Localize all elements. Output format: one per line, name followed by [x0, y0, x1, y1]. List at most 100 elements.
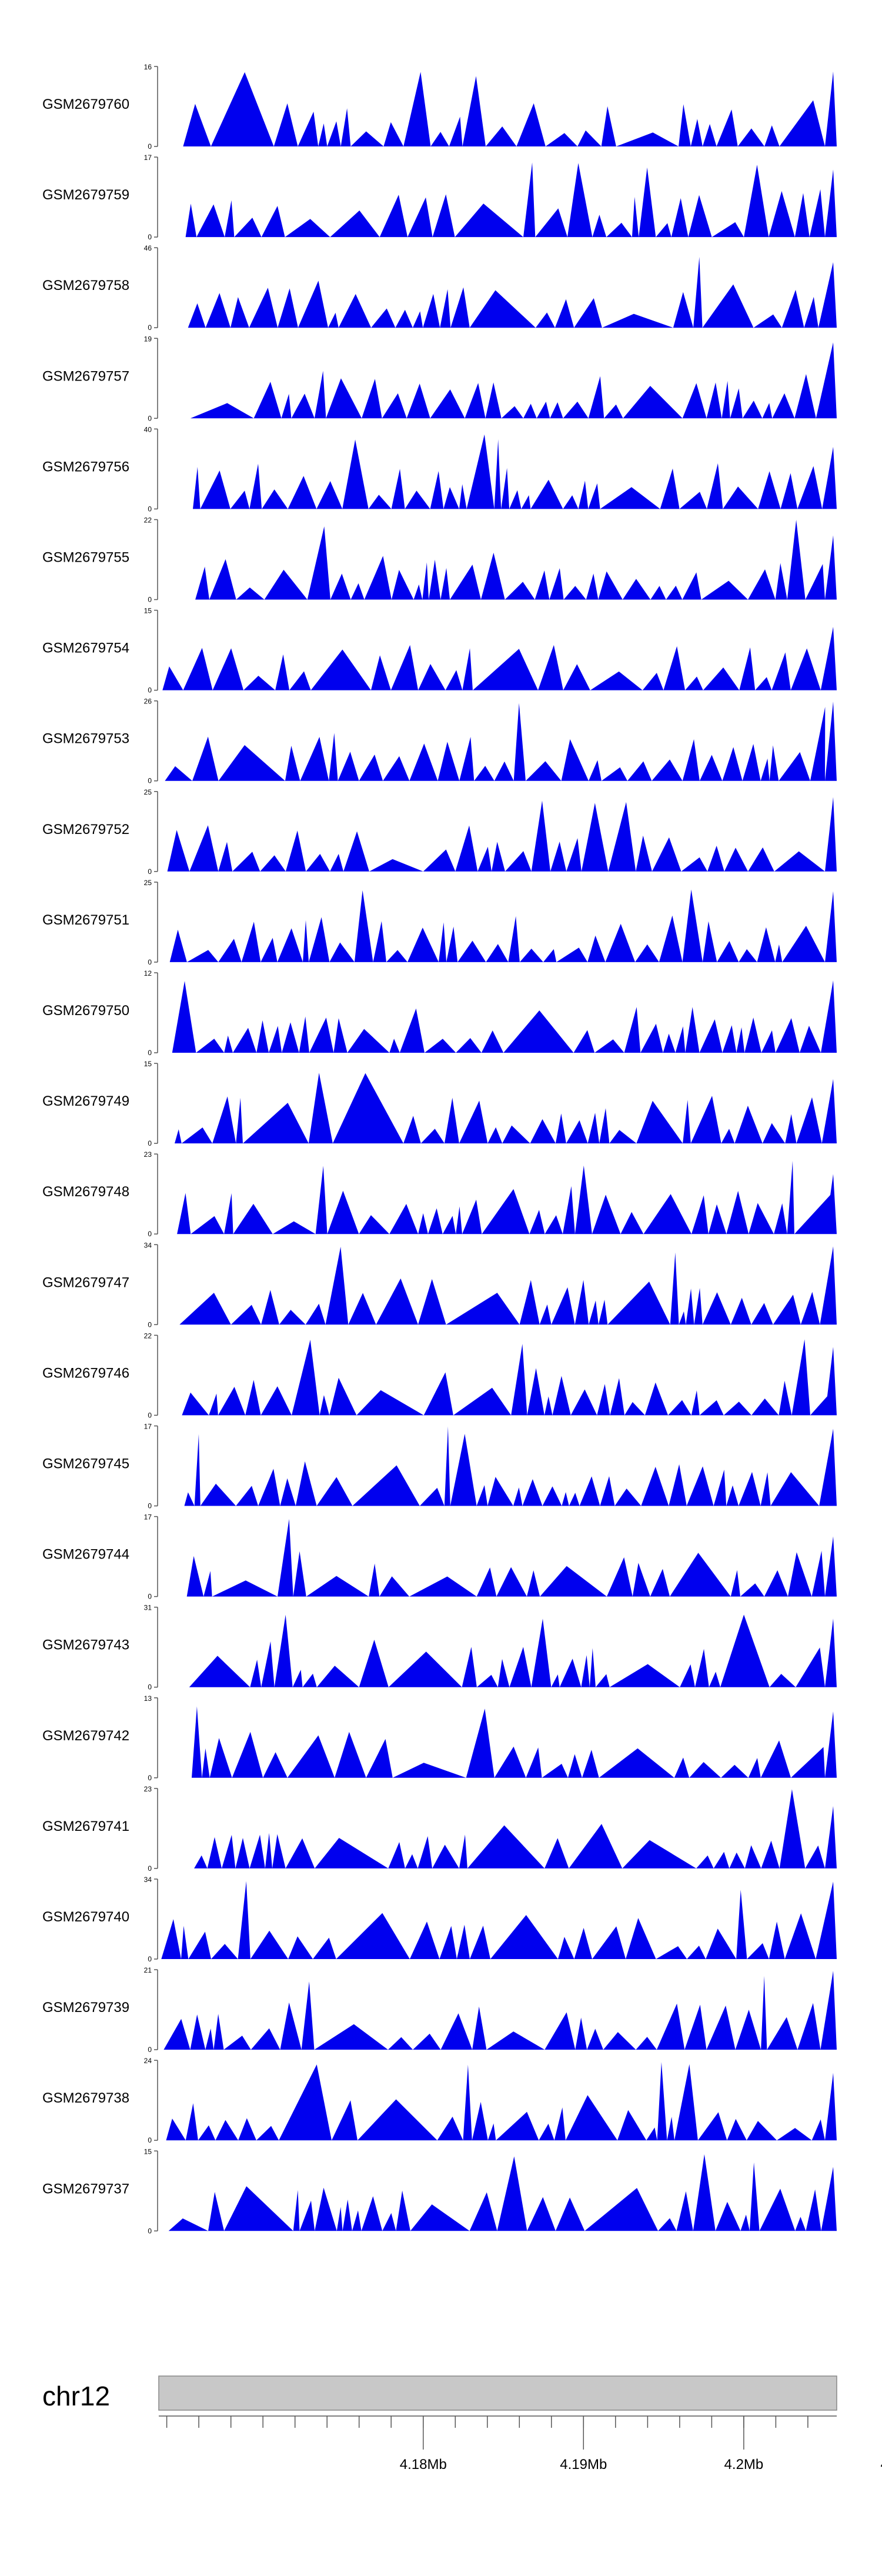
x-axis-label: 4.21Mb: [880, 2457, 882, 2472]
y-axis-min-label: 0: [148, 867, 152, 876]
y-axis-min-label: 0: [148, 142, 152, 151]
track-label-GSM2679742: GSM2679742: [42, 1728, 129, 1744]
track-label-GSM2679741: GSM2679741: [42, 1818, 129, 1834]
track-label-GSM2679752: GSM2679752: [42, 822, 129, 837]
track-label-GSM2679751: GSM2679751: [42, 912, 129, 928]
coverage-area-GSM2679750: [172, 980, 837, 1053]
y-axis-min-label: 0: [148, 1049, 152, 1057]
y-axis-max-label: 22: [144, 1332, 152, 1340]
y-axis-max-label: 12: [144, 969, 152, 977]
y-axis-max-label: 19: [144, 335, 152, 343]
y-axis-min-label: 0: [148, 777, 152, 785]
y-axis-max-label: 25: [144, 788, 152, 796]
track-label-GSM2679750: GSM2679750: [42, 1003, 129, 1019]
coverage-area-GSM2679739: [163, 1971, 837, 2050]
y-axis-min-label: 0: [148, 1230, 152, 1238]
coverage-area-GSM2679755: [195, 519, 837, 600]
y-axis-min-label: 0: [148, 1139, 152, 1147]
track-label-GSM2679754: GSM2679754: [42, 640, 129, 656]
y-axis-min-label: 0: [148, 1502, 152, 1510]
x-axis-label: 4.18Mb: [400, 2457, 447, 2472]
track-label-GSM2679756: GSM2679756: [42, 459, 129, 475]
coverage-area-GSM2679740: [161, 1881, 837, 1959]
y-axis-max-label: 24: [144, 2057, 152, 2065]
y-axis-max-label: 16: [144, 63, 152, 71]
coverage-area-GSM2679749: [175, 1073, 837, 1144]
coverage-area-GSM2679737: [168, 2154, 837, 2231]
y-axis-min-label: 0: [148, 323, 152, 332]
coverage-area-GSM2679741: [194, 1789, 837, 1868]
track-label-GSM2679759: GSM2679759: [42, 187, 129, 203]
y-axis-max-label: 34: [144, 1876, 152, 1884]
coverage-area-GSM2679760: [183, 71, 837, 146]
y-axis-min-label: 0: [148, 1411, 152, 1419]
y-axis-max-label: 31: [144, 1604, 152, 1612]
coverage-area-GSM2679753: [165, 701, 837, 781]
coverage-area-GSM2679748: [177, 1160, 837, 1234]
y-axis-min-label: 0: [148, 686, 152, 695]
y-axis-min-label: 0: [148, 414, 152, 422]
track-label-GSM2679749: GSM2679749: [42, 1093, 129, 1109]
track-label-GSM2679746: GSM2679746: [42, 1365, 129, 1381]
y-axis-min-label: 0: [148, 958, 152, 966]
track-label-GSM2679747: GSM2679747: [42, 1274, 129, 1290]
y-axis-max-label: 15: [144, 2147, 152, 2155]
track-label-GSM2679758: GSM2679758: [42, 278, 129, 293]
y-axis-max-label: 17: [144, 154, 152, 162]
coverage-area-GSM2679751: [169, 889, 837, 962]
coverage-area-GSM2679738: [166, 2062, 837, 2141]
y-axis-min-label: 0: [148, 596, 152, 604]
y-axis-min-label: 0: [148, 2136, 152, 2144]
track-label-GSM2679738: GSM2679738: [42, 2090, 129, 2106]
coverage-area-GSM2679744: [186, 1519, 837, 1597]
y-axis-max-label: 17: [144, 1513, 152, 1521]
chromosome-label: chr12: [42, 2381, 110, 2411]
coverage-area-GSM2679747: [179, 1246, 837, 1325]
track-label-GSM2679753: GSM2679753: [42, 731, 129, 747]
track-label-GSM2679745: GSM2679745: [42, 1456, 129, 1472]
y-axis-max-label: 34: [144, 1241, 152, 1249]
y-axis-max-label: 40: [144, 425, 152, 433]
y-axis-min-label: 0: [148, 1593, 152, 1601]
y-axis-min-label: 0: [148, 1774, 152, 1782]
y-axis-min-label: 0: [148, 2227, 152, 2235]
y-axis-max-label: 21: [144, 1966, 152, 1974]
track-label-GSM2679740: GSM2679740: [42, 1909, 129, 1925]
y-axis-max-label: 15: [144, 1060, 152, 1068]
track-label-GSM2679743: GSM2679743: [42, 1637, 129, 1653]
y-axis-max-label: 15: [144, 607, 152, 615]
track-label-GSM2679748: GSM2679748: [42, 1184, 129, 1200]
coverage-area-GSM2679756: [193, 434, 837, 509]
y-axis-min-label: 0: [148, 1955, 152, 1963]
track-label-GSM2679760: GSM2679760: [42, 96, 129, 112]
y-axis-min-label: 0: [148, 1864, 152, 1873]
coverage-area-GSM2679745: [184, 1426, 837, 1506]
coverage-area-GSM2679746: [182, 1339, 837, 1416]
y-axis-max-label: 25: [144, 879, 152, 887]
y-axis-max-label: 23: [144, 1150, 152, 1159]
coverage-area-GSM2679757: [190, 342, 837, 419]
x-axis-label: 4.19Mb: [560, 2457, 607, 2472]
coverage-area-GSM2679754: [162, 626, 837, 690]
y-axis-max-label: 46: [144, 244, 152, 252]
y-axis-min-label: 0: [148, 505, 152, 513]
track-label-GSM2679737: GSM2679737: [42, 2181, 129, 2197]
y-axis-max-label: 13: [144, 1694, 152, 1703]
y-axis-max-label: 26: [144, 698, 152, 706]
y-axis-min-label: 0: [148, 233, 152, 241]
coverage-area-GSM2679742: [192, 1706, 837, 1778]
chromosome-ideogram: [158, 2375, 837, 2411]
coverage-area-GSM2679758: [188, 256, 837, 328]
track-label-GSM2679755: GSM2679755: [42, 550, 129, 566]
coverage-area-GSM2679759: [185, 162, 837, 238]
y-axis-max-label: 17: [144, 1423, 152, 1431]
coverage-area-GSM2679752: [167, 797, 837, 872]
track-label-GSM2679757: GSM2679757: [42, 368, 129, 384]
coverage-area-GSM2679743: [189, 1614, 837, 1687]
x-axis-label: 4.2Mb: [724, 2457, 764, 2472]
track-label-GSM2679739: GSM2679739: [42, 2000, 129, 2016]
y-axis-min-label: 0: [148, 1320, 152, 1329]
y-axis-min-label: 0: [148, 1683, 152, 1691]
y-axis-max-label: 22: [144, 516, 152, 525]
